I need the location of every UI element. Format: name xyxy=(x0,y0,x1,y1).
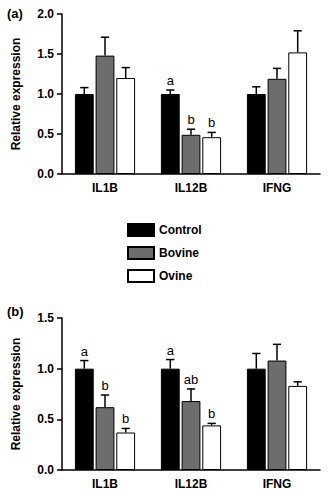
svg-text:a: a xyxy=(167,343,175,358)
svg-text:IFNG: IFNG xyxy=(263,477,292,491)
svg-text:0.5: 0.5 xyxy=(37,127,54,141)
svg-text:1.0: 1.0 xyxy=(37,87,54,101)
svg-text:b: b xyxy=(122,411,129,426)
svg-text:Control: Control xyxy=(159,223,202,237)
svg-text:0.0: 0.0 xyxy=(37,167,54,181)
svg-text:b: b xyxy=(101,378,108,393)
svg-text:a: a xyxy=(81,344,89,359)
svg-text:(b): (b) xyxy=(7,304,24,319)
svg-text:Relative expression: Relative expression xyxy=(9,38,23,151)
svg-text:IL12B: IL12B xyxy=(175,477,208,491)
svg-text:b: b xyxy=(187,112,194,127)
svg-text:b: b xyxy=(208,406,215,421)
svg-text:Ovine: Ovine xyxy=(159,269,193,283)
svg-text:IL1B: IL1B xyxy=(92,181,118,195)
svg-text:1.0: 1.0 xyxy=(37,362,54,376)
svg-text:a: a xyxy=(167,73,175,88)
svg-text:(a): (a) xyxy=(7,6,23,21)
svg-text:0.0: 0.0 xyxy=(37,463,54,477)
svg-text:IL1B: IL1B xyxy=(92,477,118,491)
svg-text:2.0: 2.0 xyxy=(37,7,54,21)
svg-text:IFNG: IFNG xyxy=(263,181,292,195)
svg-text:1.5: 1.5 xyxy=(37,47,54,61)
svg-text:b: b xyxy=(208,115,215,130)
svg-text:0.5: 0.5 xyxy=(37,412,54,426)
svg-text:1.5: 1.5 xyxy=(37,311,54,325)
svg-text:ab: ab xyxy=(184,372,198,387)
svg-text:IL12B: IL12B xyxy=(175,181,208,195)
svg-text:Bovine: Bovine xyxy=(159,246,199,260)
svg-text:Relative expression: Relative expression xyxy=(9,338,23,451)
